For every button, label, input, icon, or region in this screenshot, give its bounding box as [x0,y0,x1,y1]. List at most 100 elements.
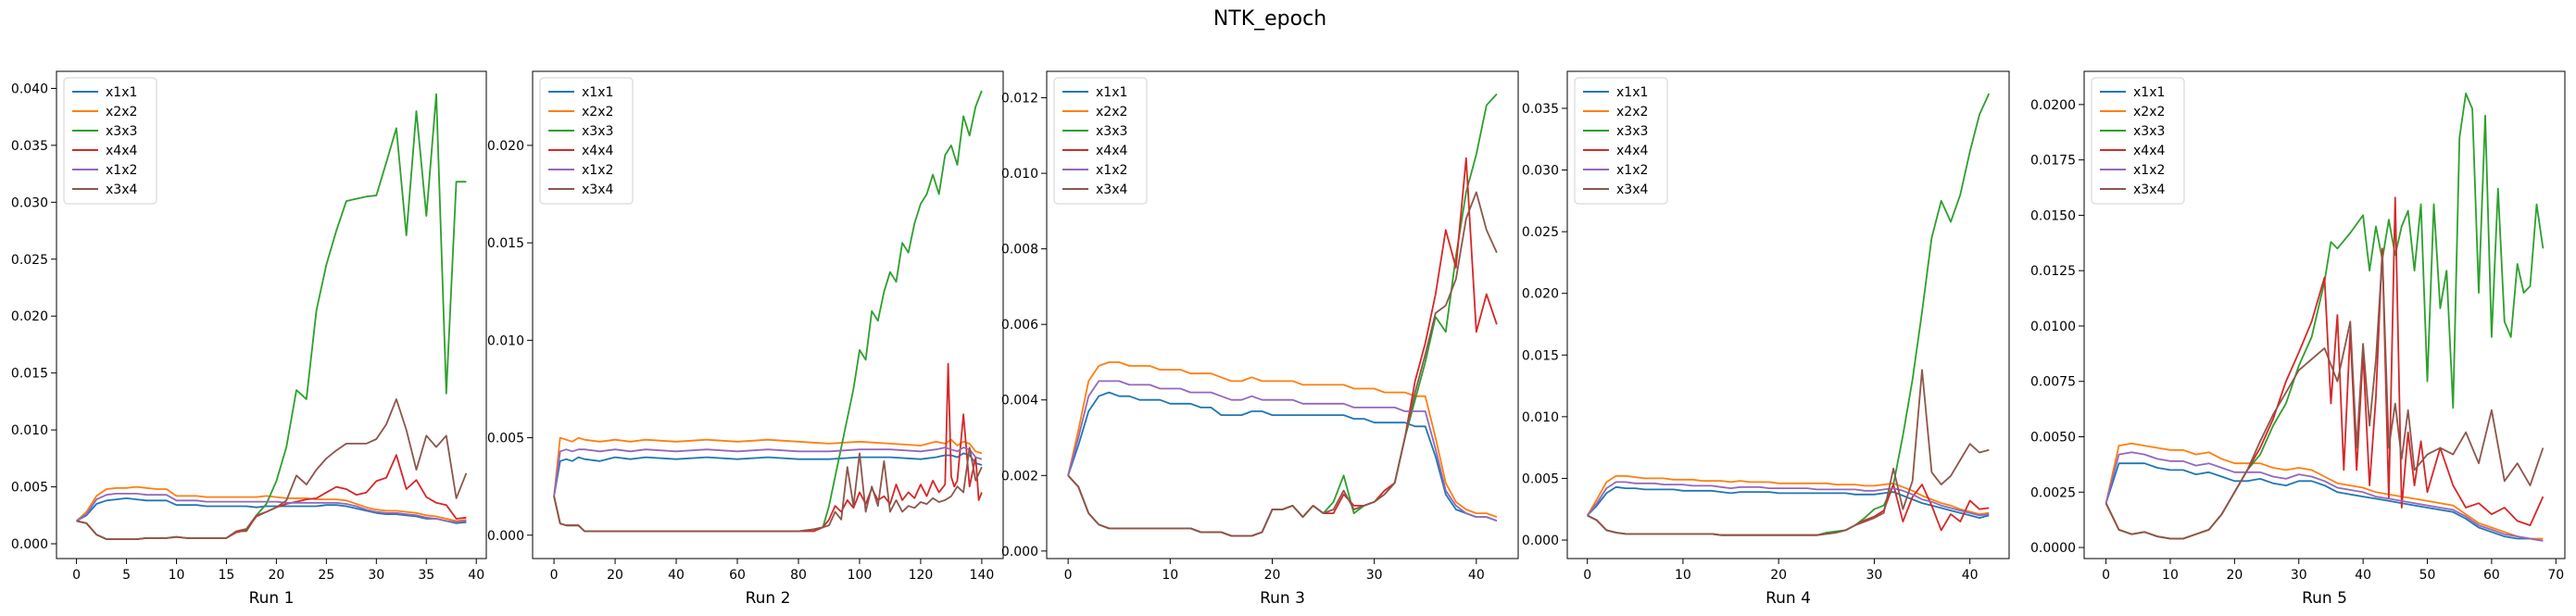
legend-box [1053,77,1148,205]
x-tick-label: 0 [550,568,559,583]
x-tick-label: 40 [468,568,484,583]
legend-label-x1x2: x1x2 [106,163,137,178]
legend-label-x2x2: x2x2 [1096,105,1127,119]
series-line-x1x2 [1067,380,1498,522]
series-line-x4x4 [1067,157,1498,537]
legend: x1x1 x2x2 x3x3 x4x4 x1x2 x3x4 [1053,77,1148,205]
plot-area-4 [1586,93,1991,536]
series-line-x3x4 [1587,369,1990,536]
y-tick-label: 0.035 [11,139,48,154]
legend-label-x1x2: x1x2 [582,163,613,178]
legend-label-x2x2: x2x2 [582,105,613,119]
x-tick-label: 0 [2102,568,2110,583]
y-tick-label: 0.0000 [2030,541,2076,556]
x-tick-label: 50 [2419,568,2436,583]
x-tick-label: 30 [1366,568,1383,583]
legend-label-x4x4: x4x4 [2133,144,2165,158]
x-tick-label: 40 [2355,568,2371,583]
figure-title: NTK_epoch [1213,7,1326,31]
legend-box [539,77,634,205]
x-tick-label: 10 [1675,568,1691,583]
plot-area-2 [553,90,983,533]
x-axis-label: Run 3 [1260,589,1305,608]
y-tick-label: 0.015 [1522,348,1559,363]
y-tick-label: 0.0100 [2030,320,2076,334]
x-tick-label: 40 [1962,568,1979,583]
x-tick-label: 70 [2547,568,2564,583]
series-line-x1x1 [2105,462,2544,542]
y-tick-label: 0.010 [487,333,524,348]
x-tick-label: 10 [1162,568,1178,583]
y-tick-label: 0.000 [1001,545,1038,559]
axes-frame [532,70,1004,559]
series-line-x1x1 [1067,391,1498,522]
y-tick-label: 0.025 [1522,225,1559,240]
series-line-x1x2 [1586,481,1990,517]
legend-label-x4x4: x4x4 [106,144,137,158]
legend-label-x2x2: x2x2 [106,105,137,119]
legend-label-x3x3: x3x3 [106,124,137,139]
legend-label-x3x3: x3x3 [582,124,613,139]
y-tick-label: 0.005 [11,481,48,496]
series-line-x2x2 [2105,442,2544,540]
y-tick-label: 0.015 [11,367,48,382]
legend: x1x1 x2x2 x3x3 x4x4 x1x2 x3x4 [63,77,157,205]
subplot-2: 0 20 40 60 80 100 120 140 0.000 0.005 0.010 0.015 0.… [487,70,1004,608]
series-line-x2x2 [75,485,467,522]
x-tick-label: 0 [72,568,81,583]
x-tick-label: 5 [122,568,131,583]
legend-label-x4x4: x4x4 [582,144,613,158]
y-tick-label: 0.025 [11,253,48,268]
legend-label-x1x2: x1x2 [1096,163,1127,178]
legend-label-x3x3: x3x3 [1616,124,1648,139]
y-tick-label: 0.008 [1001,243,1038,258]
series-line-x3x4 [1067,191,1498,537]
x-tick-label: 20 [2226,568,2243,583]
series-line-x2x2 [1067,361,1498,518]
legend-label-x2x2: x2x2 [1616,105,1648,119]
y-tick-label: 0.035 [1522,102,1559,117]
x-tick-label: 20 [1770,568,1787,583]
x-tick-label: 120 [909,568,934,583]
x-tick-label: 20 [268,568,284,583]
series-line-x3x4 [76,397,468,540]
y-tick-label: 0.000 [11,537,48,552]
x-tick-label: 140 [970,568,995,583]
subplot-5: 0 10 20 30 40 50 60 70 0.0000 0.0025 0.0050 0.0075 0… [2030,70,2566,608]
legend-label-x4x4: x4x4 [1616,144,1648,158]
y-tick-label: 0.015 [487,236,524,251]
legend-label-x1x1: x1x1 [106,85,137,100]
y-tick-label: 0.030 [11,195,48,210]
legend-label-x4x4: x4x4 [1096,144,1127,158]
series-line-x1x1 [553,452,983,497]
x-tick-label: 100 [848,568,873,583]
y-tick-label: 0.006 [1001,318,1038,333]
plot-area-1 [75,93,468,540]
series-line-x4x4 [1587,484,1990,536]
y-tick-label: 0.0075 [2030,375,2076,390]
legend-label-x3x4: x3x4 [582,182,613,197]
legend-label-x1x1: x1x1 [2133,85,2165,100]
subplot-1: 0 5 10 15 20 25 30 35 40 0.000 0.005 0.010 0.015 0.02… [11,70,487,608]
y-tick-label: 0.0125 [2030,264,2076,279]
legend: x1x1 x2x2 x3x3 x4x4 x1x2 x3x4 [2091,77,2185,205]
legend-label-x2x2: x2x2 [2133,105,2165,119]
legend-box [2091,77,2185,205]
legend-label-x3x4: x3x4 [1096,182,1127,197]
y-tick-label: 0.020 [1522,287,1559,302]
y-tick-label: 0.020 [487,139,524,154]
legend-label-x3x3: x3x3 [2133,124,2165,139]
series-line-x1x2 [553,446,983,497]
x-tick-label: 15 [219,568,235,583]
y-tick-label: 0.005 [487,432,524,446]
x-tick-label: 30 [2291,568,2307,583]
plot-area-3 [1067,93,1498,537]
x-axis-label: Run 4 [1766,589,1811,608]
x-tick-label: 20 [607,568,623,583]
legend-label-x3x4: x3x4 [1616,182,1648,197]
subplot-4: 0 10 20 30 40 0.000 0.005 0.010 0.015 0.020 0.025 0… [1522,70,2010,608]
x-tick-label: 10 [169,568,185,583]
x-tick-label: 30 [1866,568,1883,583]
series-line-x3x4 [553,446,983,533]
